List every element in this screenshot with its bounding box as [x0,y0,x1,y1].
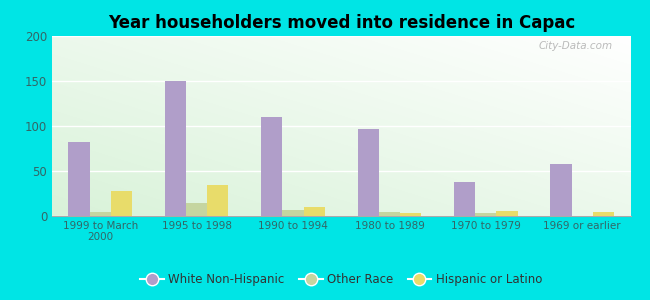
Bar [261,117,283,216]
Bar [400,213,421,216]
Bar [186,202,207,216]
Bar [358,129,379,216]
Bar [593,212,614,216]
Bar [475,213,497,216]
Bar [551,164,572,216]
Bar [497,211,517,216]
Bar [90,212,110,216]
Text: City-Data.com: City-Data.com [539,41,613,51]
Bar [207,185,228,216]
Bar [165,81,186,216]
Bar [68,142,90,216]
Bar [379,212,400,216]
Legend: White Non-Hispanic, Other Race, Hispanic or Latino: White Non-Hispanic, Other Race, Hispanic… [135,269,547,291]
Bar [283,210,304,216]
Title: Year householders moved into residence in Capac: Year householders moved into residence i… [108,14,575,32]
Bar [304,207,325,216]
Bar [454,182,475,216]
Bar [111,191,132,216]
